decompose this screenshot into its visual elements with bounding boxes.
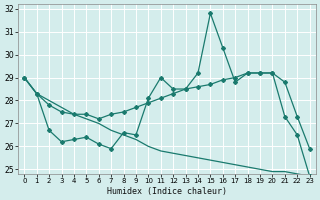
- X-axis label: Humidex (Indice chaleur): Humidex (Indice chaleur): [107, 187, 227, 196]
